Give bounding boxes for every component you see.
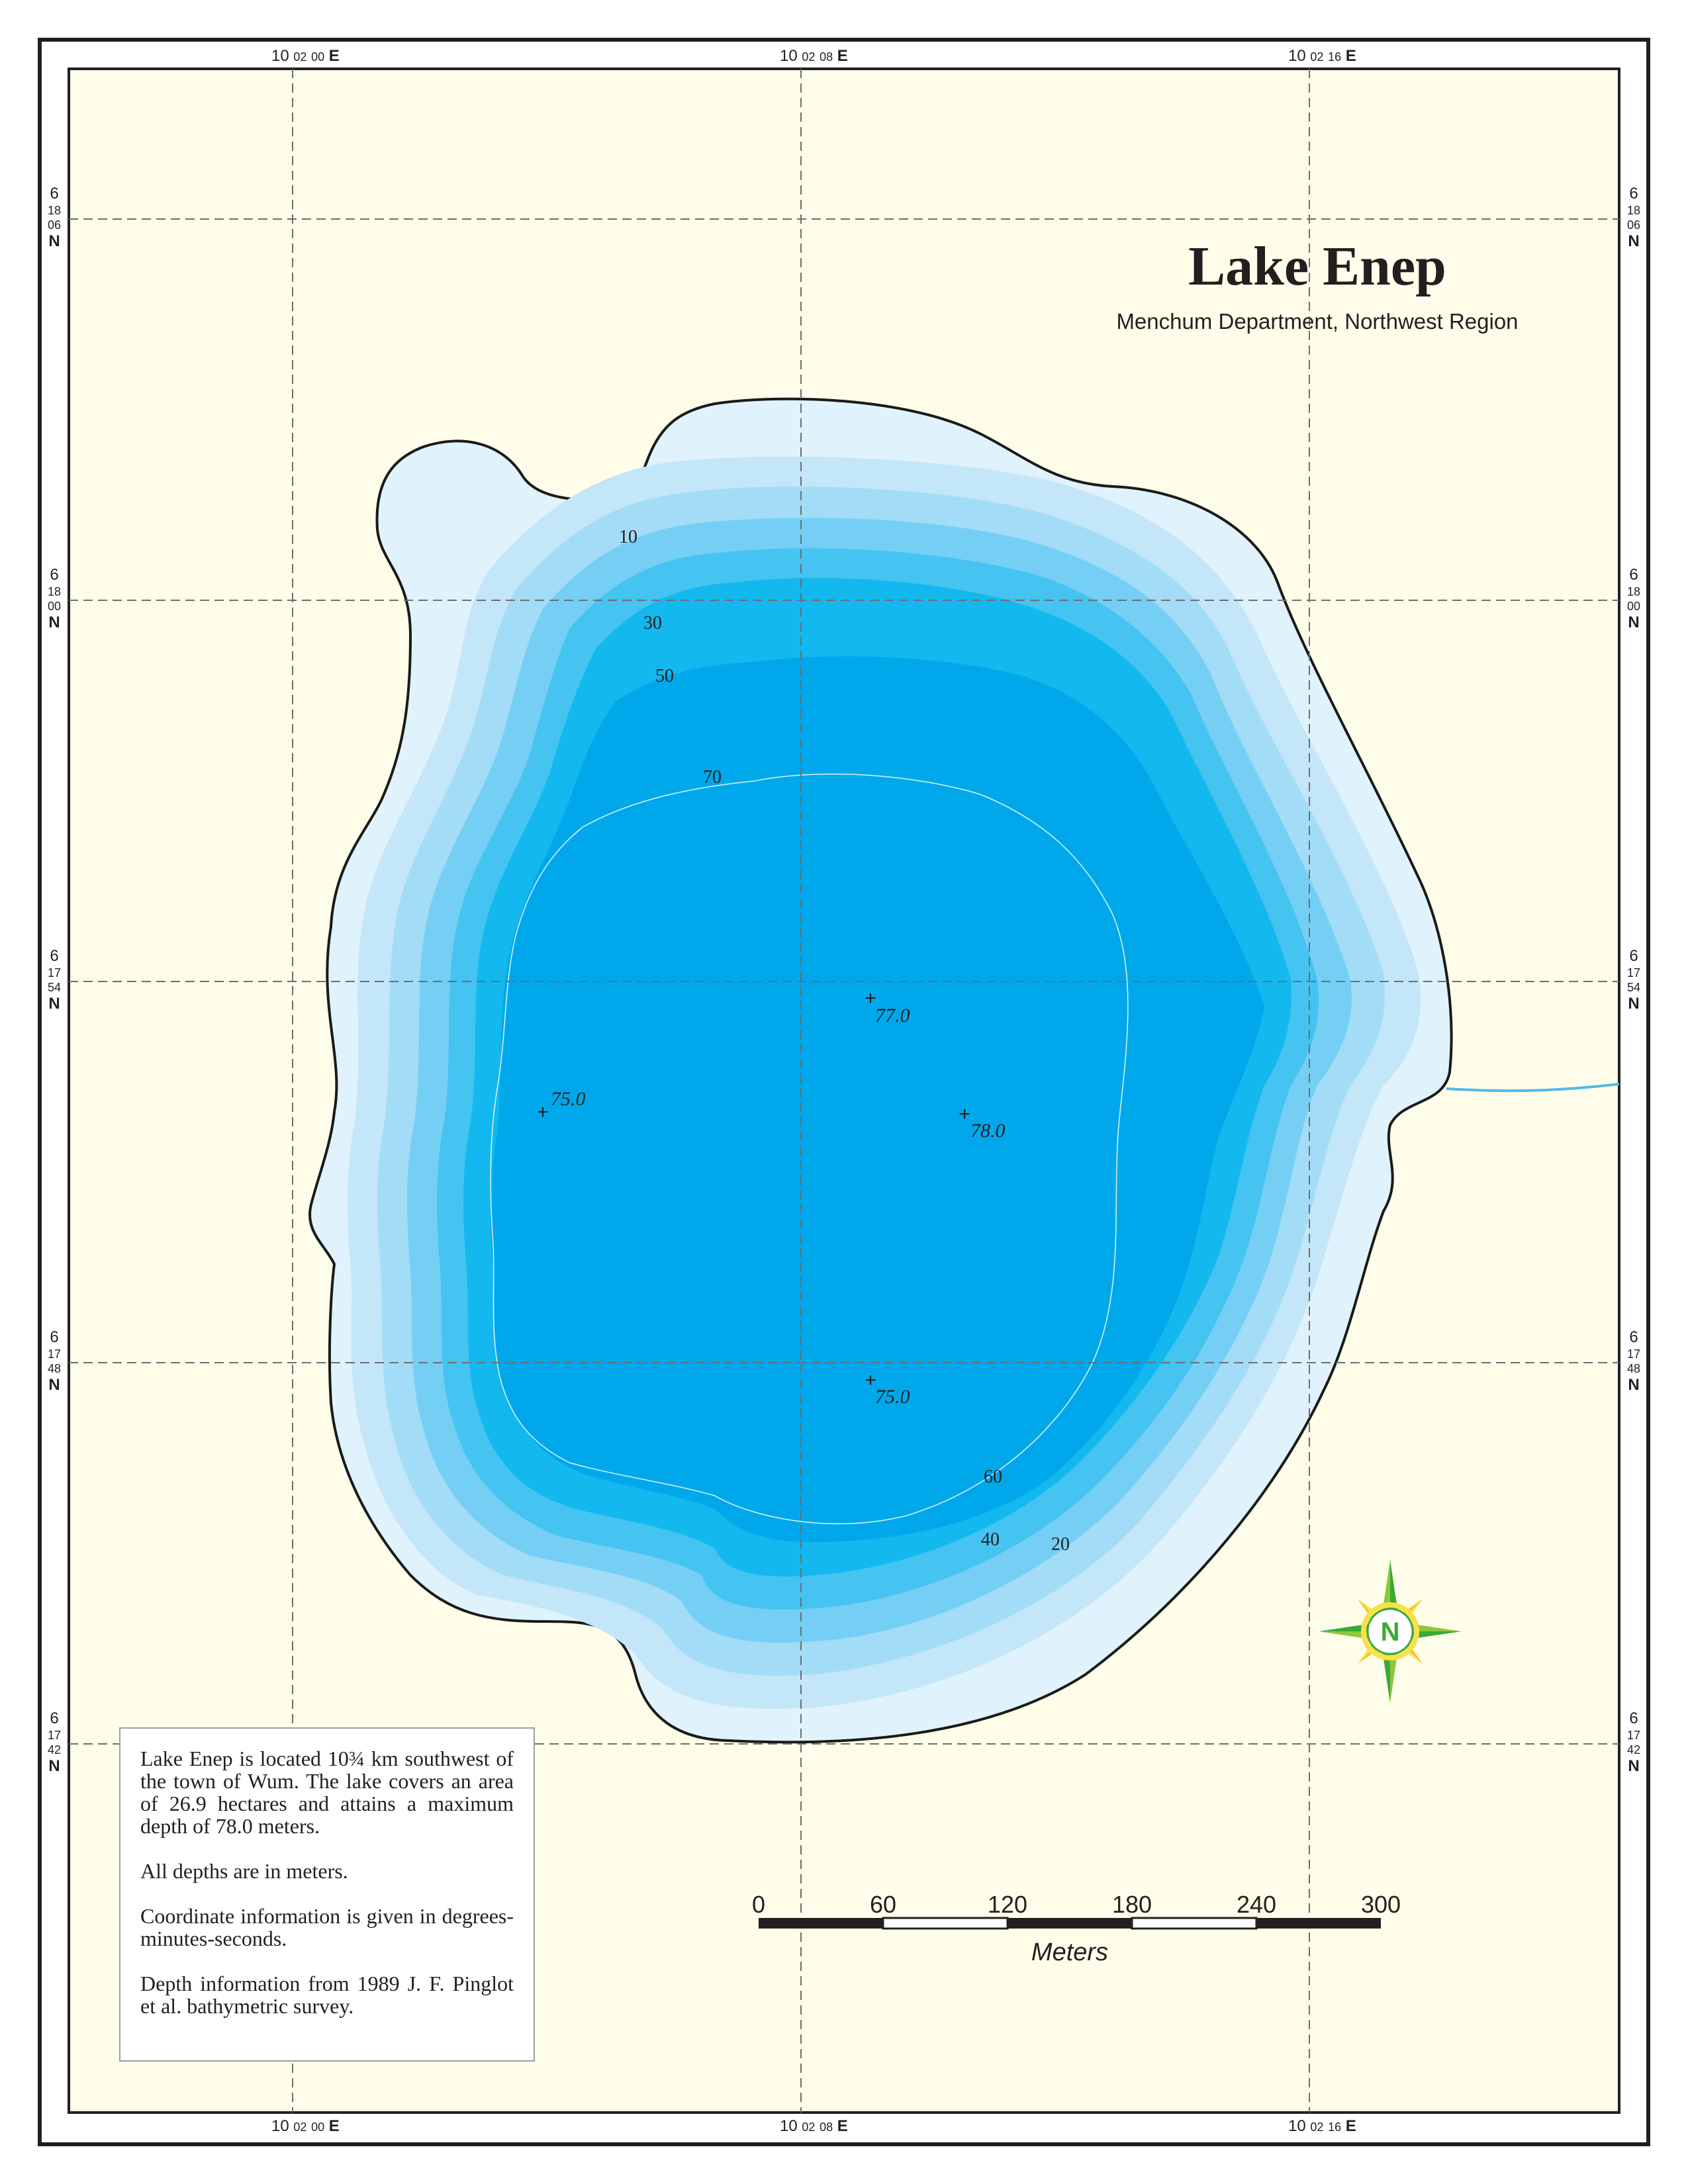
- scale-segment: [759, 1918, 883, 1929]
- scale-tick-label: 120: [988, 1891, 1027, 1918]
- info-source-note: Depth information from 1989 J. F. Pinglo…: [140, 1972, 514, 2018]
- info-box: Lake Enep is located 10¾ km southwest of…: [119, 1727, 535, 2062]
- compass-letter: N: [1381, 1617, 1400, 1647]
- sounding-marker: +: [865, 1369, 876, 1391]
- sounding-value: 75.0: [551, 1088, 586, 1110]
- latitude-label: 6 18 00 N: [48, 566, 61, 631]
- scale-bar: 0 60 120 180 240 300 Meters: [752, 1891, 1401, 1966]
- latitude-label: 6 17 54 N: [48, 947, 61, 1013]
- contour-70: [490, 773, 1129, 1525]
- contour-label: 70: [703, 767, 722, 788]
- latitude-label: 6 18 00 N: [1627, 566, 1640, 631]
- scale-segment: [1008, 1918, 1132, 1929]
- contour-label: 20: [1051, 1534, 1070, 1555]
- longitude-label: 10 02 00 E: [271, 47, 340, 65]
- scale-tick-label: 0: [752, 1891, 765, 1918]
- sounding-marker: +: [865, 987, 876, 1009]
- contour-label: 40: [981, 1529, 1000, 1550]
- latitude-label: 6 17 48 N: [1627, 1328, 1640, 1394]
- scale-segment: [1131, 1917, 1258, 1930]
- contour-label: 50: [655, 666, 674, 686]
- contour-labels: 10 30 50 70 60 40 20: [619, 527, 1070, 1555]
- scale-tick-label: 180: [1112, 1891, 1152, 1918]
- latitude-label: 6 17 48 N: [48, 1328, 61, 1394]
- sounding-marker: +: [959, 1103, 970, 1125]
- sounding-point: + 75.0: [537, 1088, 585, 1123]
- latitude-label: 6 18 06 N: [48, 185, 61, 250]
- longitude-label: 10 02 08 E: [780, 47, 848, 65]
- latitude-labels-right: 6 18 06 N 6 18 00 N 6 17 54 N 6 17 48 N 6 17 42 N: [1627, 185, 1640, 1775]
- longitude-label: 10 02 08 E: [780, 2117, 848, 2135]
- contour-label: 10: [619, 527, 637, 547]
- info-units-note: All depths are in meters.: [140, 1859, 348, 1883]
- sounding-point: + 77.0: [865, 987, 910, 1026]
- longitude-label: 10 02 00 E: [271, 2117, 340, 2135]
- sounding-marker: +: [537, 1101, 549, 1123]
- latitude-label: 6 17 54 N: [1627, 947, 1640, 1013]
- longitude-labels-top: 10 02 00 E 10 02 08 E 10 02 16 E: [271, 47, 1356, 65]
- sounding-value: 75.0: [875, 1386, 910, 1408]
- latitude-label: 6 17 42 N: [1627, 1709, 1640, 1775]
- sounding-value: 77.0: [875, 1005, 910, 1026]
- longitude-labels-bottom: 10 02 00 E 10 02 08 E 10 02 16 E: [271, 2117, 1356, 2135]
- contour-label: 60: [984, 1467, 1002, 1487]
- outflow-stream: [1446, 1083, 1619, 1093]
- scale-segment: [1256, 1918, 1381, 1929]
- info-coordinate-note: Coordinate information is given in degre…: [140, 1904, 514, 1950]
- sounding-point: + 75.0: [865, 1369, 910, 1408]
- scale-segment: [882, 1917, 1009, 1930]
- latitude-label: 6 17 42 N: [48, 1709, 61, 1775]
- sounding-point: + 78.0: [959, 1103, 1005, 1142]
- scale-tick-label: 300: [1361, 1891, 1401, 1918]
- longitude-label: 10 02 16 E: [1288, 47, 1356, 65]
- info-description: Lake Enep is located 10¾ km southwest of…: [140, 1747, 514, 1838]
- graticule: [69, 69, 1619, 2113]
- lake: [308, 397, 1453, 1744]
- latitude-label: 6 18 06 N: [1627, 185, 1640, 250]
- depth-band-60: [491, 656, 1264, 1542]
- scale-tick-label: 240: [1237, 1891, 1276, 1918]
- longitude-label: 10 02 16 E: [1288, 2117, 1356, 2135]
- soundings: + 77.0 + 75.0 + 78.0 + 75.0: [537, 987, 1005, 1408]
- scale-tick-label: 60: [870, 1891, 896, 1918]
- compass-rose-icon: N: [1319, 1560, 1462, 1703]
- latitude-labels-left: 6 18 06 N 6 18 00 N 6 17 54 N 6 17 48 N 6 17 42 N: [48, 185, 61, 1775]
- map-subtitle: Menchum Department, Northwest Region: [1116, 309, 1518, 334]
- contour-label: 30: [643, 613, 662, 633]
- scale-unit-label: Meters: [1031, 1938, 1108, 1966]
- sounding-value: 78.0: [970, 1120, 1006, 1142]
- map-title: Lake Enep: [1188, 236, 1446, 297]
